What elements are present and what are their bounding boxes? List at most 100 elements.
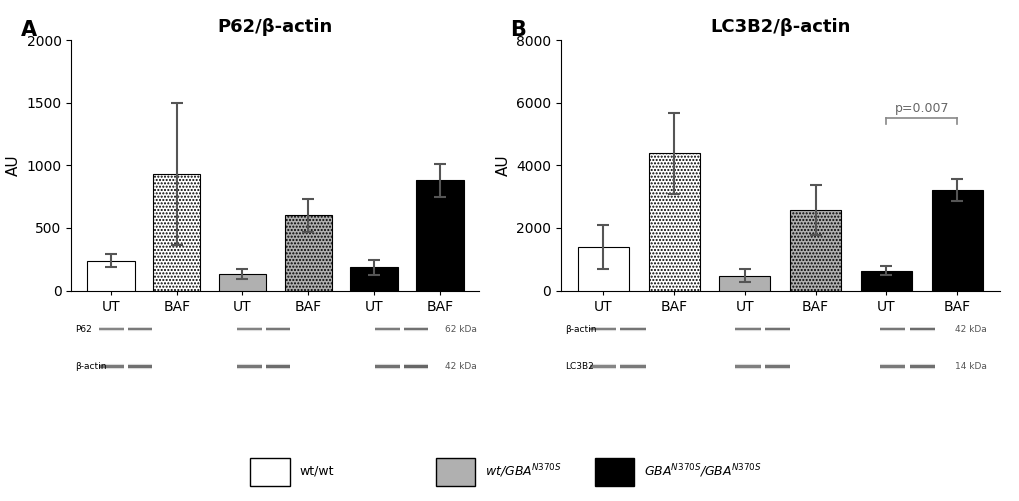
- Bar: [735, 370, 760, 371]
- Bar: [404, 333, 428, 334]
- Bar: [153, 174, 200, 291]
- Bar: [879, 333, 905, 334]
- Bar: [735, 332, 760, 333]
- Bar: [99, 365, 123, 366]
- Bar: [590, 332, 615, 333]
- Bar: [127, 362, 152, 363]
- Bar: [237, 330, 262, 331]
- Bar: [590, 364, 615, 365]
- Bar: [620, 330, 645, 331]
- Bar: [404, 365, 428, 366]
- Bar: [764, 327, 790, 328]
- Bar: [909, 329, 934, 330]
- Bar: [735, 369, 760, 370]
- Bar: [237, 362, 262, 363]
- Bar: [99, 362, 123, 363]
- Bar: [764, 330, 790, 331]
- Text: GBA$^{N370S}$/GBA$^{N370S}$: GBA$^{N370S}$/GBA$^{N370S}$: [644, 462, 761, 480]
- Bar: [237, 364, 262, 365]
- Bar: [879, 369, 905, 370]
- Bar: [127, 333, 152, 334]
- Bar: [620, 363, 645, 364]
- Bar: [404, 364, 428, 365]
- Bar: [735, 333, 760, 334]
- Bar: [764, 369, 790, 370]
- Bar: [99, 370, 123, 371]
- Bar: [620, 370, 645, 371]
- Bar: [620, 327, 645, 328]
- Bar: [909, 325, 934, 327]
- Bar: [127, 364, 152, 365]
- Bar: [127, 369, 152, 370]
- Bar: [764, 324, 790, 325]
- Bar: [375, 362, 399, 363]
- Bar: [99, 330, 123, 331]
- Bar: [375, 325, 399, 327]
- Bar: [590, 333, 615, 334]
- Bar: [99, 327, 123, 328]
- Bar: [764, 365, 790, 366]
- Bar: [930, 190, 981, 291]
- Bar: [718, 276, 769, 291]
- Text: p=0.007: p=0.007: [894, 102, 948, 115]
- Bar: [735, 325, 760, 327]
- Text: LC3B2: LC3B2: [565, 362, 593, 371]
- Bar: [375, 363, 399, 364]
- Text: 42 kDa: 42 kDa: [445, 362, 477, 371]
- Bar: [590, 330, 615, 331]
- Bar: [909, 324, 934, 325]
- Bar: [590, 366, 615, 368]
- Bar: [909, 368, 934, 369]
- Text: β-actin: β-actin: [75, 362, 107, 371]
- Bar: [237, 329, 262, 330]
- Bar: [375, 328, 399, 329]
- Bar: [404, 327, 428, 328]
- Bar: [620, 364, 645, 365]
- Bar: [404, 324, 428, 325]
- Bar: [909, 363, 934, 364]
- Text: wt/wt: wt/wt: [300, 464, 334, 477]
- Bar: [237, 368, 262, 369]
- Bar: [909, 332, 934, 333]
- Bar: [99, 325, 123, 327]
- Bar: [127, 325, 152, 327]
- Bar: [404, 368, 428, 369]
- Bar: [620, 333, 645, 334]
- Bar: [266, 362, 289, 363]
- Bar: [237, 324, 262, 325]
- Bar: [99, 369, 123, 370]
- Bar: [735, 365, 760, 366]
- Bar: [764, 363, 790, 364]
- Bar: [266, 364, 289, 365]
- Bar: [266, 333, 289, 334]
- Bar: [909, 328, 934, 329]
- Bar: [590, 370, 615, 371]
- Bar: [620, 362, 645, 363]
- Bar: [375, 327, 399, 328]
- Bar: [266, 324, 289, 325]
- Text: β-actin: β-actin: [565, 325, 596, 334]
- Bar: [375, 364, 399, 365]
- Bar: [435, 458, 475, 486]
- Bar: [764, 328, 790, 329]
- Bar: [351, 268, 397, 291]
- Title: LC3B2/β-actin: LC3B2/β-actin: [709, 18, 850, 36]
- Bar: [879, 362, 905, 363]
- Bar: [590, 327, 615, 328]
- Bar: [590, 324, 615, 325]
- Bar: [127, 370, 152, 371]
- Bar: [590, 368, 615, 369]
- Bar: [375, 365, 399, 366]
- Bar: [237, 366, 262, 368]
- Bar: [620, 369, 645, 370]
- Bar: [590, 329, 615, 330]
- Bar: [879, 365, 905, 366]
- Bar: [127, 332, 152, 333]
- Bar: [127, 368, 152, 369]
- Bar: [99, 364, 123, 365]
- Bar: [879, 327, 905, 328]
- Bar: [237, 333, 262, 334]
- Bar: [375, 324, 399, 325]
- Bar: [620, 365, 645, 366]
- Text: B: B: [510, 20, 526, 40]
